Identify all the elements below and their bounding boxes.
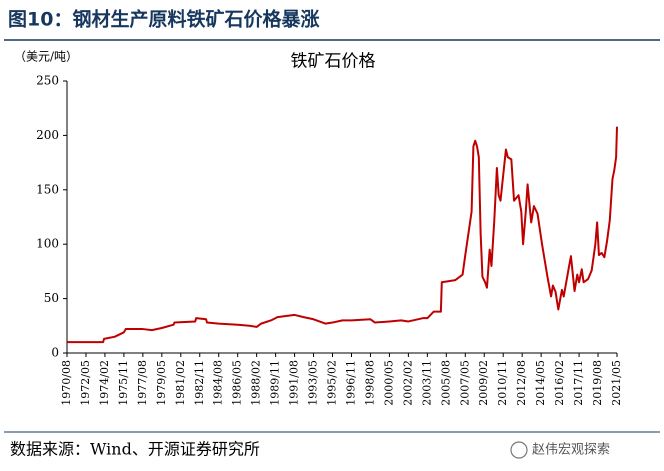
x-tick-label: 2003/11 xyxy=(420,360,433,406)
source: 数据来源：Wind、开源证券研究所 xyxy=(10,440,260,459)
y-tick-label: 100 xyxy=(36,237,59,251)
y-axis-label: （美元/吨） xyxy=(14,50,78,64)
chart-title: 铁矿石价格 xyxy=(291,52,376,72)
x-tick-label: 1972/05 xyxy=(79,360,92,406)
x-tick-label: 2014/05 xyxy=(534,360,547,406)
y-tick-label: 150 xyxy=(36,182,59,196)
x-tick-label: 2012/08 xyxy=(515,360,528,406)
x-tick-label: 2007/05 xyxy=(458,360,471,406)
y-tick-label: 0 xyxy=(51,346,59,360)
x-tick-label: 1993/05 xyxy=(307,360,320,406)
header-title: 图10：钢材生产原料铁矿石价格暴涨 xyxy=(8,8,319,31)
x-tick-label: 1970/08 xyxy=(60,360,73,406)
x-tick-label: 1981/02 xyxy=(174,360,187,406)
y-tick-label: 200 xyxy=(36,128,59,142)
x-tick-label: 1988/02 xyxy=(250,360,263,406)
x-tick-label: 2005/08 xyxy=(439,360,452,406)
x-tick-label: 2019/08 xyxy=(591,360,604,406)
y-tick-label: 250 xyxy=(36,74,59,88)
watermark: 赵伟宏观探索 xyxy=(532,443,610,458)
x-tick-label: 2002/02 xyxy=(401,360,414,406)
x-tick-label: 2021/05 xyxy=(610,360,623,406)
x-tick-label: 1984/08 xyxy=(212,360,225,406)
x-tick-label: 1975/11 xyxy=(117,360,130,406)
x-tick-label: 1982/11 xyxy=(193,360,206,406)
x-tick-label: 2009/02 xyxy=(477,360,490,406)
x-tick-label: 1977/08 xyxy=(136,360,149,406)
price-line xyxy=(67,126,618,344)
watermark-icon xyxy=(510,441,528,459)
x-tick-label: 2017/11 xyxy=(572,360,585,406)
x-tick-label: 1995/02 xyxy=(326,360,339,406)
x-tick-label: 1974/02 xyxy=(98,360,111,406)
x-tick-label: 1989/11 xyxy=(269,360,282,406)
x-tick-label: 1998/08 xyxy=(363,360,376,406)
x-tick-label: 1991/08 xyxy=(288,360,301,406)
x-tick-label: 2016/02 xyxy=(553,360,566,406)
x-tick-label: 2010/11 xyxy=(496,360,509,406)
y-tick-label: 50 xyxy=(44,291,59,305)
x-tick-label: 1979/05 xyxy=(155,360,168,406)
x-tick-label: 1996/11 xyxy=(344,360,357,406)
x-tick-label: 2000/05 xyxy=(382,360,395,406)
x-tick-label: 1986/05 xyxy=(231,360,244,406)
